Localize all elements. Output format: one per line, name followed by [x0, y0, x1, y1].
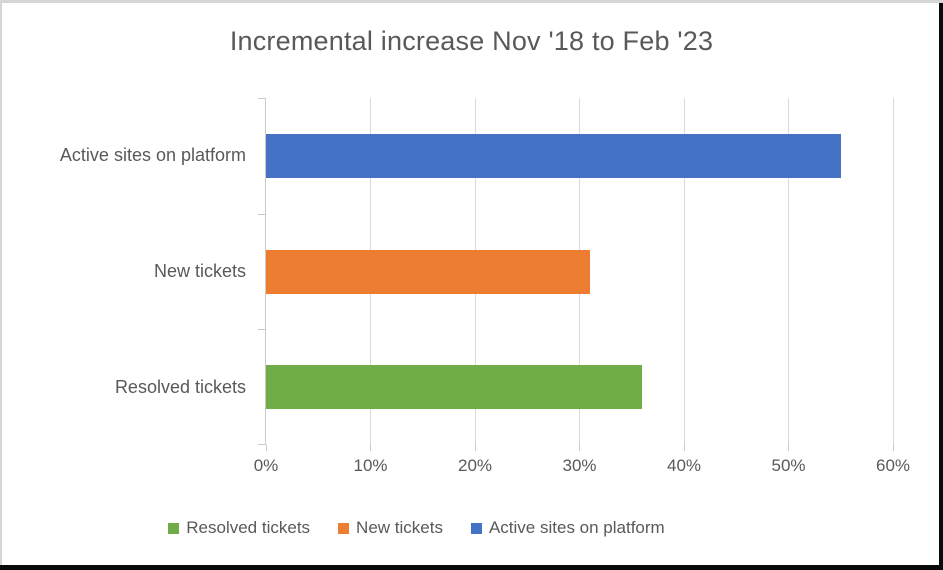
- category-axis-tick: [258, 329, 265, 330]
- value-axis-tick: [474, 445, 476, 451]
- x-tick-label: 40%: [666, 456, 702, 475]
- x-tick-label: 20%: [457, 456, 493, 475]
- frame-border-bottom: [0, 565, 943, 570]
- legend-swatch: [168, 522, 180, 534]
- value-axis-tick: [370, 445, 371, 451]
- legend-swatch: [470, 522, 482, 534]
- gridline: [892, 98, 894, 445]
- bar-resolved-tickets: [266, 365, 643, 410]
- category-axis-tick: [258, 98, 265, 99]
- x-tick-label: 10%: [353, 456, 388, 475]
- category-label: New tickets: [153, 260, 246, 281]
- frame-border-right: [939, 3, 943, 570]
- category-axis-line: [265, 98, 266, 445]
- value-axis-tick: [788, 445, 789, 451]
- x-tick-label: 50%: [771, 456, 806, 475]
- category-label: Active sites on platform: [59, 145, 246, 166]
- legend-label: Active sites on platform: [488, 518, 665, 537]
- legend-label: Resolved tickets: [186, 518, 311, 537]
- value-axis-tick: [265, 445, 267, 451]
- category-axis-tick: [258, 214, 265, 215]
- x-tick-label: 60%: [875, 456, 911, 475]
- legend: Resolved tickets New tickets Active sites …: [0, 514, 888, 542]
- legend-item: Active sites on platform: [470, 518, 665, 538]
- value-axis-tick: [579, 445, 580, 451]
- category-label: Resolved tickets: [114, 376, 246, 397]
- x-tick-label: 0%: [253, 456, 279, 475]
- plot-area: [258, 98, 894, 451]
- chart-title: Incremental increase Nov '18 to Feb '23: [229, 26, 714, 56]
- x-tick-label: 30%: [562, 456, 597, 475]
- gridline: [683, 98, 685, 445]
- value-axis-tick: [892, 445, 894, 451]
- bar-new-tickets: [266, 249, 590, 294]
- legend-label: New tickets: [356, 518, 443, 537]
- legend-item: Resolved tickets: [168, 518, 310, 538]
- frame-border-left: [0, 0, 2, 570]
- frame-border-top: [0, 0, 943, 3]
- bar-active-sites-on-platform: [266, 133, 841, 178]
- gridline: [788, 98, 789, 445]
- category-axis-tick: [258, 444, 265, 445]
- legend-swatch: [338, 522, 350, 534]
- legend-item: New tickets: [338, 518, 443, 538]
- value-axis-tick: [683, 445, 685, 451]
